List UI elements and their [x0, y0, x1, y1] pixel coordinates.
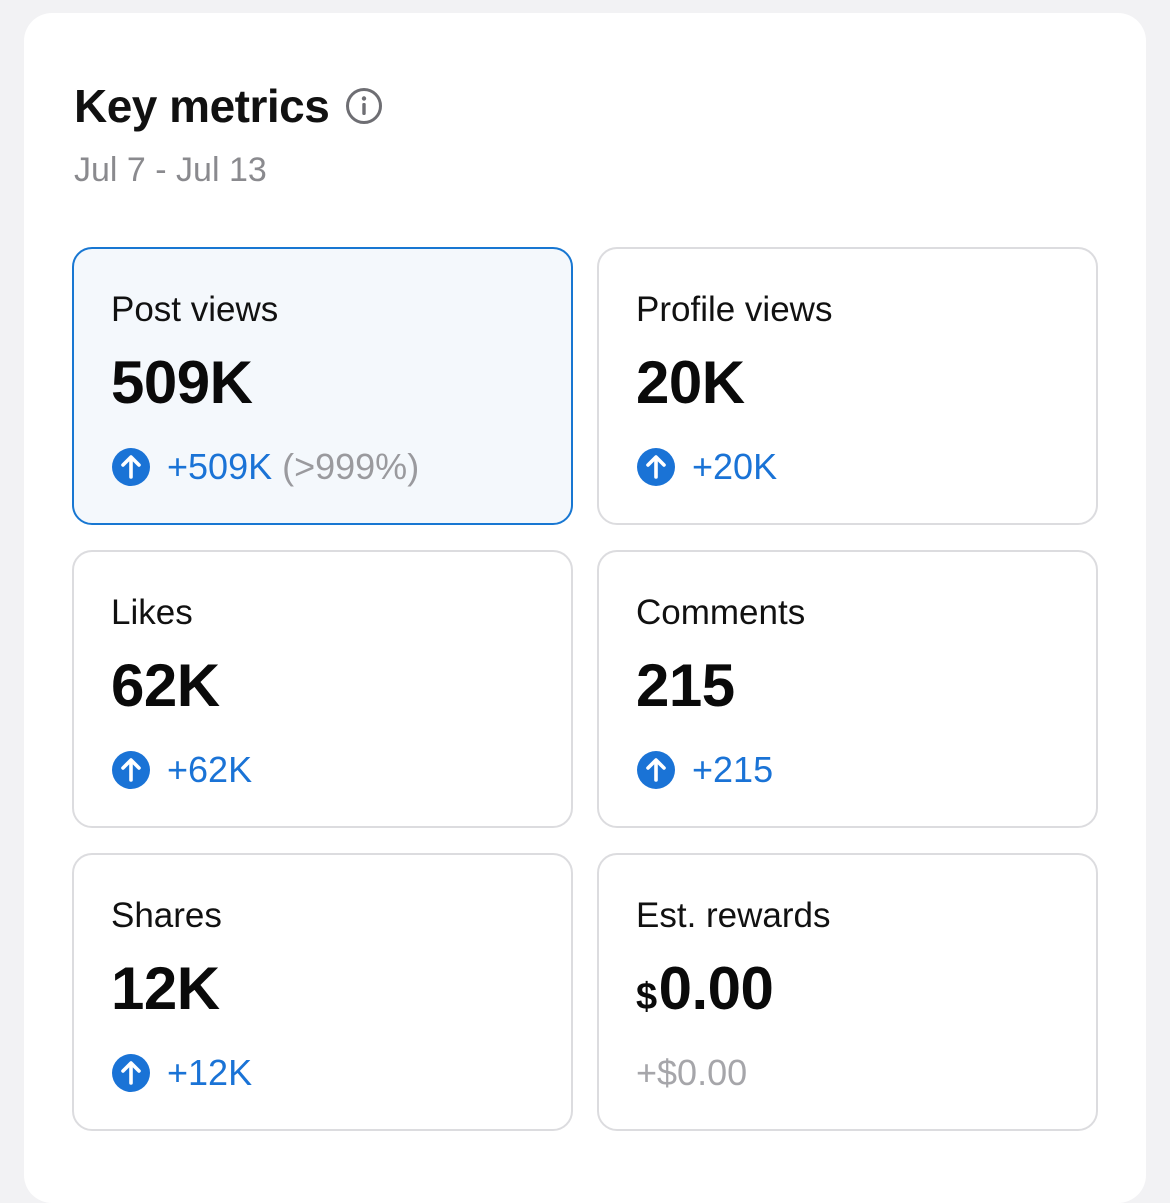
metric-label: Profile views: [636, 290, 833, 329]
metric-change: +20K: [636, 445, 777, 489]
arrow-up-circle-icon: [111, 447, 151, 487]
date-range: Jul 7 - Jul 13: [74, 151, 267, 189]
metric-delta: +215: [692, 749, 774, 790]
metric-card-comments[interactable]: Comments 215 +215: [597, 550, 1098, 828]
metrics-grid: Post views 509K +509K (>999%) Profile vi…: [72, 247, 1098, 1131]
metric-change: +509K (>999%): [111, 445, 419, 489]
metric-delta: +509K: [167, 446, 273, 487]
currency-symbol: $: [636, 976, 657, 1018]
metric-value: 20K: [636, 349, 745, 416]
metric-card-est-rewards[interactable]: Est. rewards $0.00 +$0.00: [597, 853, 1098, 1131]
info-icon[interactable]: [345, 87, 383, 125]
metric-change: +62K: [111, 748, 252, 792]
metric-card-likes[interactable]: Likes 62K +62K: [72, 550, 573, 828]
metric-value: 62K: [111, 652, 220, 719]
metric-card-shares[interactable]: Shares 12K +12K: [72, 853, 573, 1131]
metric-amount: 0.00: [658, 955, 774, 1022]
metric-label: Est. rewards: [636, 896, 831, 935]
arrow-up-circle-icon: [111, 1053, 151, 1093]
metric-value: 509K: [111, 349, 253, 416]
metric-value: 12K: [111, 955, 220, 1022]
metric-card-profile-views[interactable]: Profile views 20K +20K: [597, 247, 1098, 525]
metric-delta: +$0.00: [636, 1052, 748, 1093]
key-metrics-header: Key metrics: [74, 78, 383, 134]
metric-value: 215: [636, 652, 735, 719]
metric-percent: (>999%): [282, 446, 420, 487]
metric-change: +215: [636, 748, 773, 792]
metric-label: Post views: [111, 290, 279, 329]
metric-delta: +62K: [167, 749, 253, 790]
metric-delta: +20K: [692, 446, 778, 487]
arrow-up-circle-icon: [111, 750, 151, 790]
metric-label: Likes: [111, 593, 193, 632]
metric-delta: +12K: [167, 1052, 253, 1093]
page-title: Key metrics: [74, 80, 330, 132]
metric-label: Comments: [636, 593, 806, 632]
metric-change: +12K: [111, 1051, 252, 1095]
metric-value: $0.00: [636, 953, 774, 1033]
metric-card-post-views[interactable]: Post views 509K +509K (>999%): [72, 247, 573, 525]
arrow-up-circle-icon: [636, 750, 676, 790]
metric-change: +$0.00: [636, 1051, 747, 1095]
arrow-up-circle-icon: [636, 447, 676, 487]
metric-label: Shares: [111, 896, 222, 935]
